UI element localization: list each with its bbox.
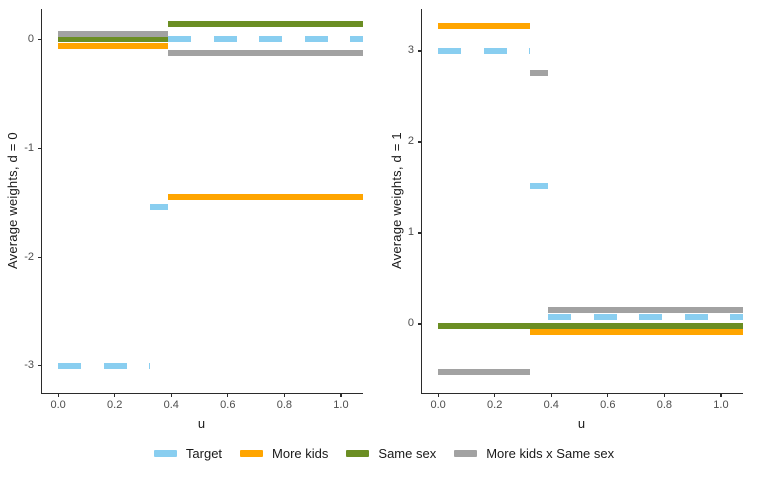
- more-kids-segment: [168, 194, 363, 201]
- target-segment: [58, 362, 82, 369]
- x-tick-mark: [607, 394, 609, 398]
- legend-key-same-sex: [346, 449, 370, 457]
- legend-label-more-kids-x-same-sex: More kids x Same sex: [486, 445, 615, 461]
- target-segment: [149, 362, 151, 369]
- target-segment: [530, 182, 549, 189]
- target-segment: [304, 36, 328, 43]
- x-axis-title-d0: u: [197, 416, 206, 431]
- same-sex-segment: [168, 21, 363, 28]
- legend: Target More kids Same sex More kids x Sa…: [0, 441, 768, 465]
- x-tick-label: 0.4: [543, 399, 559, 411]
- more-kids-x-same-sex-segment: [438, 369, 531, 376]
- y-tick-mark: [38, 365, 41, 367]
- more-kids-x-same-sex-segment: [548, 307, 743, 314]
- y-tick-mark: [38, 256, 41, 258]
- legend-item-same-sex: Same sex: [346, 446, 436, 461]
- plot-area-d1: [421, 9, 743, 394]
- panel-d1: Average weights, d = 1 u 3 2 1 0 0.0 0.2 0.4 0.…: [384, 0, 768, 438]
- x-tick-label: 1.0: [333, 399, 349, 411]
- y-tick-label: -3: [24, 359, 34, 372]
- target-segment: [730, 314, 743, 321]
- x-tick-label: 0.4: [163, 399, 179, 411]
- x-tick-mark: [114, 394, 116, 398]
- plot-area-d0: [41, 9, 363, 394]
- x-axis-title-d1: u: [577, 416, 586, 431]
- legend-item-target: Target: [153, 445, 223, 461]
- y-axis-title-d1: Average weights, d = 1: [389, 132, 404, 270]
- same-sex-segment: [58, 36, 169, 43]
- target-segment: [350, 36, 363, 43]
- y-tick-label: -1: [24, 141, 34, 154]
- x-tick-mark: [720, 394, 722, 398]
- target-segment: [684, 314, 708, 321]
- x-tick-label: 1.0: [713, 399, 729, 411]
- more-kids-x-same-sex-segment: [58, 31, 169, 38]
- legend-label-same-sex: Same sex: [378, 445, 437, 461]
- legend-label-target: Target: [185, 445, 223, 461]
- target-segment: [103, 362, 127, 369]
- y-tick-label: 2: [407, 135, 414, 148]
- target-segment: [483, 47, 507, 54]
- target-segment: [150, 203, 169, 210]
- target-segment: [168, 36, 192, 43]
- more-kids-segment: [438, 23, 531, 30]
- x-tick-mark: [550, 394, 552, 398]
- legend-key-more-kids-x-same-sex: [454, 449, 478, 457]
- target-segment: [593, 314, 617, 321]
- target-segment: [438, 47, 462, 54]
- x-tick-label: 0.8: [656, 399, 673, 411]
- more-kids-x-same-sex-segment: [168, 49, 363, 56]
- x-tick-label: 0.2: [487, 399, 503, 411]
- y-tick-label: -2: [24, 250, 34, 263]
- x-tick-label: 0.2: [107, 399, 123, 411]
- more-kids-x-same-sex-segment: [530, 69, 549, 76]
- legend-label-more-kids: More kids: [272, 445, 329, 461]
- x-tick-mark: [283, 394, 286, 398]
- x-tick-label: 0.0: [50, 399, 66, 411]
- y-tick-mark: [418, 141, 421, 143]
- y-tick-label: 0: [27, 32, 34, 45]
- y-axis-title-d0: Average weights, d = 0: [5, 132, 20, 270]
- y-tick-mark: [38, 38, 41, 41]
- x-tick-mark: [340, 394, 342, 398]
- legend-key-target: [153, 449, 177, 457]
- x-tick-label: 0.6: [600, 399, 616, 411]
- same-sex-segment: [438, 322, 743, 329]
- y-tick-mark: [418, 50, 421, 52]
- y-tick-label: 0: [407, 317, 414, 330]
- y-tick-mark: [418, 323, 421, 325]
- x-tick-mark: [437, 394, 439, 398]
- x-tick-label: 0.6: [220, 399, 236, 411]
- y-tick-mark: [38, 147, 41, 149]
- legend-item-more-kids: More kids: [240, 446, 328, 461]
- y-tick-label: 3: [407, 44, 414, 57]
- target-segment: [529, 47, 531, 54]
- more-kids-segment: [530, 329, 743, 336]
- x-tick-label: 0.8: [276, 399, 293, 411]
- x-tick-mark: [494, 394, 496, 398]
- x-tick-label: 0.0: [430, 399, 446, 411]
- x-tick-mark: [663, 394, 666, 398]
- y-tick-mark: [418, 232, 421, 234]
- more-kids-segment: [58, 42, 169, 49]
- target-segment: [639, 314, 663, 321]
- legend-item-more-kids-x-same-sex: More kids x Same sex: [454, 446, 614, 461]
- target-segment: [548, 314, 572, 321]
- x-tick-mark: [170, 394, 172, 398]
- panel-d0: Average weights, d = 0 u 0 -1 -2 -3 0.0 0.2 0.…: [0, 0, 384, 438]
- target-segment: [213, 36, 237, 43]
- x-tick-mark: [57, 394, 59, 398]
- y-tick-label: 1: [407, 226, 414, 239]
- target-segment: [259, 36, 283, 43]
- legend-key-more-kids: [240, 449, 264, 457]
- x-tick-mark: [227, 394, 229, 398]
